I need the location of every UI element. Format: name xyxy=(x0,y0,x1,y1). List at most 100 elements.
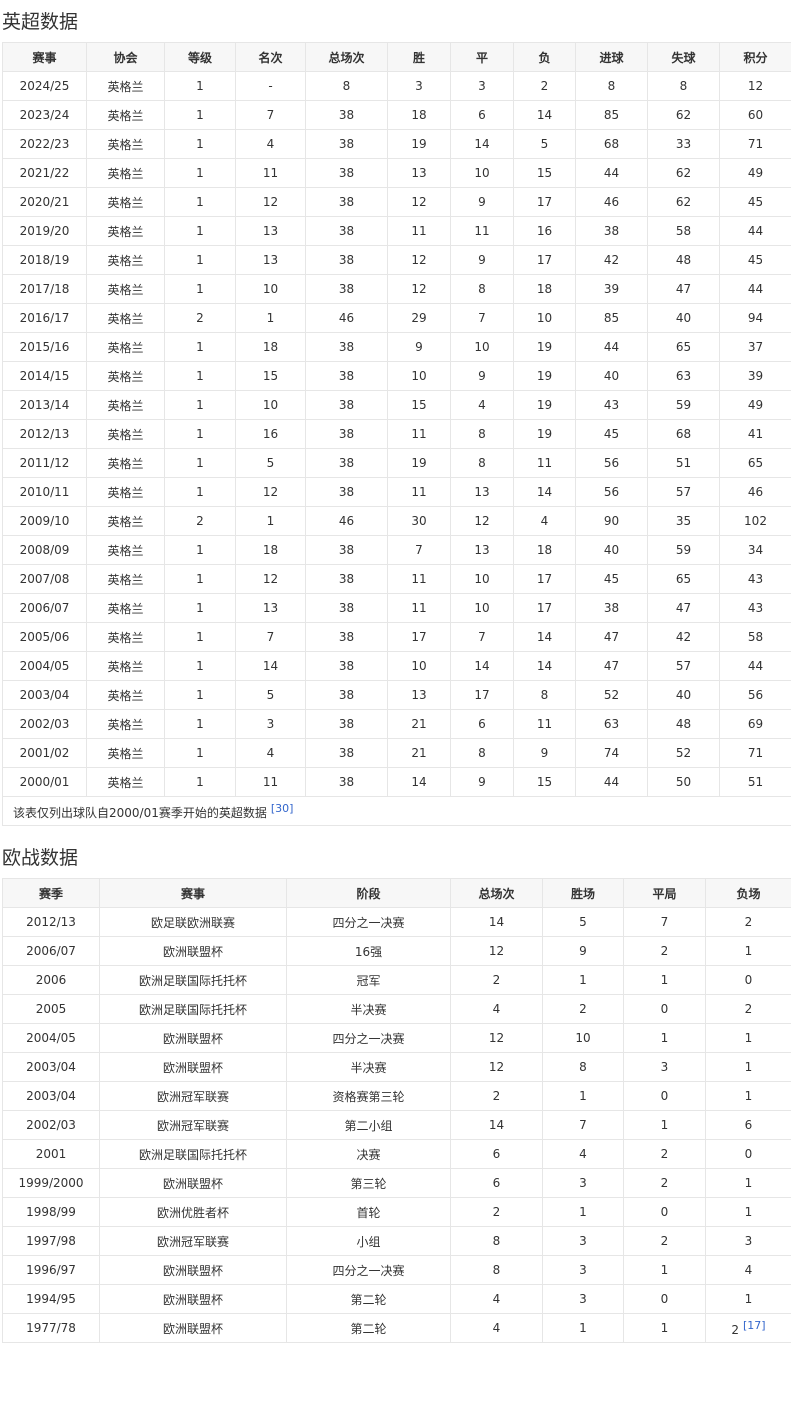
cell-value: 2008/09 xyxy=(19,543,70,557)
cell-value: 1999/2000 xyxy=(18,1176,84,1190)
table-cell: 57 xyxy=(647,651,720,681)
table-row: 2000/01 英格兰 1 11 38 14 9 15 44 50 51 xyxy=(2,767,791,797)
table-row: 2015/16 英格兰 1 18 38 9 10 19 44 65 37 xyxy=(2,332,791,362)
cell-value: 4 xyxy=(478,398,486,412)
cell-value: 1 xyxy=(196,746,204,760)
table-cell: 冠军 xyxy=(286,965,451,995)
cell-value: 3 xyxy=(415,79,423,93)
cell-value: 1 xyxy=(196,369,204,383)
cell-value: 4 xyxy=(492,1321,501,1335)
citation-link[interactable]: [30] xyxy=(270,801,294,815)
table-cell: 1 xyxy=(164,477,236,507)
table-cell: 英格兰 xyxy=(86,100,165,130)
table-cell: 2009/10 xyxy=(2,506,87,536)
table-cell: 17 xyxy=(513,564,576,594)
table-cell: 7 xyxy=(235,100,306,130)
table-cell: 4 xyxy=(542,1139,624,1169)
cell-value: 1996/97 xyxy=(26,1263,76,1277)
table-cell: 44 xyxy=(719,651,791,681)
table-cell: 38 xyxy=(305,419,388,449)
table-cell: 17 xyxy=(513,593,576,623)
table-cell: 英格兰 xyxy=(86,129,165,159)
table-cell: 8 xyxy=(647,71,720,101)
cell-value: 46 xyxy=(747,485,764,499)
table-cell: 11 xyxy=(387,564,451,594)
table-cell: 1 xyxy=(235,506,306,536)
cell-value: 1 xyxy=(579,1089,587,1103)
table-header-row: 赛事 协会 等级 名次 总场次胜平负进球 失球 积分 xyxy=(2,42,791,72)
table-cell: 9 xyxy=(450,767,514,797)
cell-value: 29 xyxy=(411,311,427,325)
table-cell: 2006/07 xyxy=(2,593,87,623)
table-cell: 3 xyxy=(623,1052,706,1082)
cell-value: 13 xyxy=(411,166,427,180)
footnote-row: 该表仅列出球队自2000/01赛季开始的英超数据 [30] xyxy=(2,796,791,826)
table-cell: 1977/78 xyxy=(2,1313,100,1343)
table-cell: 英格兰 xyxy=(86,593,165,623)
cell-value: 4 xyxy=(492,1002,501,1016)
table-cell: 90 xyxy=(575,506,648,536)
cell-value: 15 xyxy=(262,369,279,383)
cell-value: 3 xyxy=(266,717,275,731)
table-cell: 17 xyxy=(513,187,576,217)
cell-value: 38 xyxy=(338,137,355,151)
cell-value: 45 xyxy=(747,253,764,267)
cell-value: 1 xyxy=(744,944,753,958)
cell-value: 小组 xyxy=(356,1234,381,1249)
cell-value: 10 xyxy=(411,659,427,673)
cell-value: 四分之一决赛 xyxy=(332,915,405,930)
cell-value: 14 xyxy=(488,915,505,929)
table-cell: 71 xyxy=(719,129,791,159)
table-cell: 4 xyxy=(705,1255,791,1285)
cell-value: 39 xyxy=(747,369,764,383)
table-cell: 2018/19 xyxy=(2,245,87,275)
cell-value: 半决赛 xyxy=(350,1060,387,1075)
table-row: 2002/03 英格兰 1 3 38 21 6 11 63 48 69 xyxy=(2,709,791,739)
table-row: 2004/05 英格兰 1 14 38 10 14 14 47 57 44 xyxy=(2,651,791,681)
cell-value: 2 xyxy=(492,1205,501,1219)
table-cell: 19 xyxy=(513,361,576,391)
table-row: 2019/20 英格兰 1 13 38 11 11 16 38 58 44 xyxy=(2,216,791,246)
cell-value: 2000/01 xyxy=(19,775,70,789)
table-cell: 14 xyxy=(513,100,576,130)
table-cell: 欧洲优胜者杯 xyxy=(99,1197,287,1227)
table-cell: 3 xyxy=(387,71,451,101)
cell-value: 欧洲联盟杯 xyxy=(162,1031,223,1046)
cell-value: 英格兰 xyxy=(107,659,144,674)
cell-value: 1 xyxy=(579,1205,587,1219)
table-cell: 1 xyxy=(705,936,791,966)
table-cell: 15 xyxy=(387,390,451,420)
table-cell: 18 xyxy=(387,100,451,130)
table-cell: 85 xyxy=(575,303,648,333)
cell-value: 42 xyxy=(603,253,620,267)
table-cell: 1 xyxy=(164,390,236,420)
table-cell: 10 xyxy=(450,564,514,594)
table-cell: 12 xyxy=(450,1023,543,1053)
cell-value: 0 xyxy=(744,973,753,987)
cell-value: 2002/03 xyxy=(26,1118,76,1132)
table-cell: 欧洲联盟杯 xyxy=(99,1023,287,1053)
table-cell: 1 xyxy=(164,245,236,275)
table-cell: 5 xyxy=(513,129,576,159)
table-cell: 7 xyxy=(235,622,306,652)
cell-value: 2003/04 xyxy=(19,688,70,702)
citation-link[interactable]: [17] xyxy=(743,1319,766,1332)
cell-value: 71 xyxy=(747,746,764,760)
cell-value: 19 xyxy=(411,137,427,151)
cell-value: 44 xyxy=(603,340,620,354)
table-cell: 英格兰 xyxy=(86,564,165,594)
cell-value: 40 xyxy=(675,688,692,702)
table-cell: 2 xyxy=(513,71,576,101)
table-cell: 39 xyxy=(719,361,791,391)
cell-value: 首轮 xyxy=(356,1205,381,1220)
cell-value: 8 xyxy=(607,79,616,93)
table-cell: 9 xyxy=(450,187,514,217)
cell-value: 决赛 xyxy=(356,1147,381,1162)
table-cell: 47 xyxy=(647,274,720,304)
cell-value: 1 xyxy=(196,195,204,209)
cell-value: 14 xyxy=(536,108,553,122)
cell-value: 英格兰 xyxy=(107,369,144,384)
cell-value: 9 xyxy=(415,340,423,354)
table-cell: 42 xyxy=(575,245,648,275)
table-cell: 2 xyxy=(164,506,236,536)
